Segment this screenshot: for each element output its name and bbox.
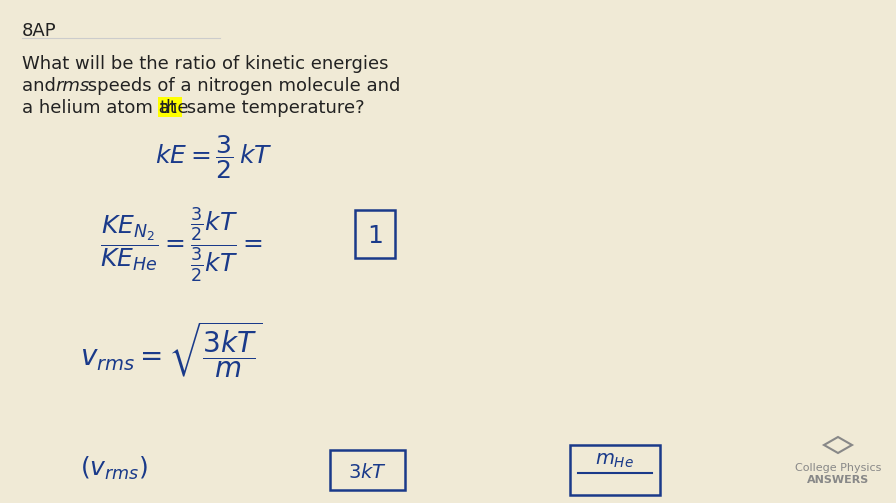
Text: ANSWERS: ANSWERS — [807, 475, 869, 485]
Text: College Physics: College Physics — [795, 463, 881, 473]
Bar — [570, 445, 660, 495]
Text: $kE = \dfrac{3}{2}\,kT$: $kE = \dfrac{3}{2}\,kT$ — [155, 133, 272, 181]
Text: $3kT$: $3kT$ — [348, 462, 387, 481]
Text: $\left(v_{rms}\right)$: $\left(v_{rms}\right)$ — [80, 455, 148, 482]
Text: $m_{He}$: $m_{He}$ — [596, 452, 634, 470]
Text: a helium atom at: a helium atom at — [22, 99, 183, 117]
Text: and: and — [22, 77, 62, 95]
Text: rms: rms — [55, 77, 90, 95]
Text: What will be the ratio of kinetic energies: What will be the ratio of kinetic energi… — [22, 55, 389, 73]
Bar — [330, 450, 405, 490]
Text: the: the — [159, 99, 188, 117]
Text: $v_{rms} = \sqrt{\dfrac{3kT}{m}}$: $v_{rms} = \sqrt{\dfrac{3kT}{m}}$ — [80, 320, 262, 380]
Bar — [355, 210, 395, 258]
Text: 8AP: 8AP — [22, 22, 56, 40]
FancyBboxPatch shape — [158, 97, 182, 117]
Text: speeds of a nitrogen molecule and: speeds of a nitrogen molecule and — [82, 77, 401, 95]
Text: same temperature?: same temperature? — [181, 99, 365, 117]
Text: $\dfrac{KE_{N_2}}{KE_{He}} = \dfrac{\frac{3}{2}kT}{\frac{3}{2}kT} = $: $\dfrac{KE_{N_2}}{KE_{He}} = \dfrac{\fra… — [100, 205, 263, 284]
Text: 1: 1 — [367, 224, 383, 248]
